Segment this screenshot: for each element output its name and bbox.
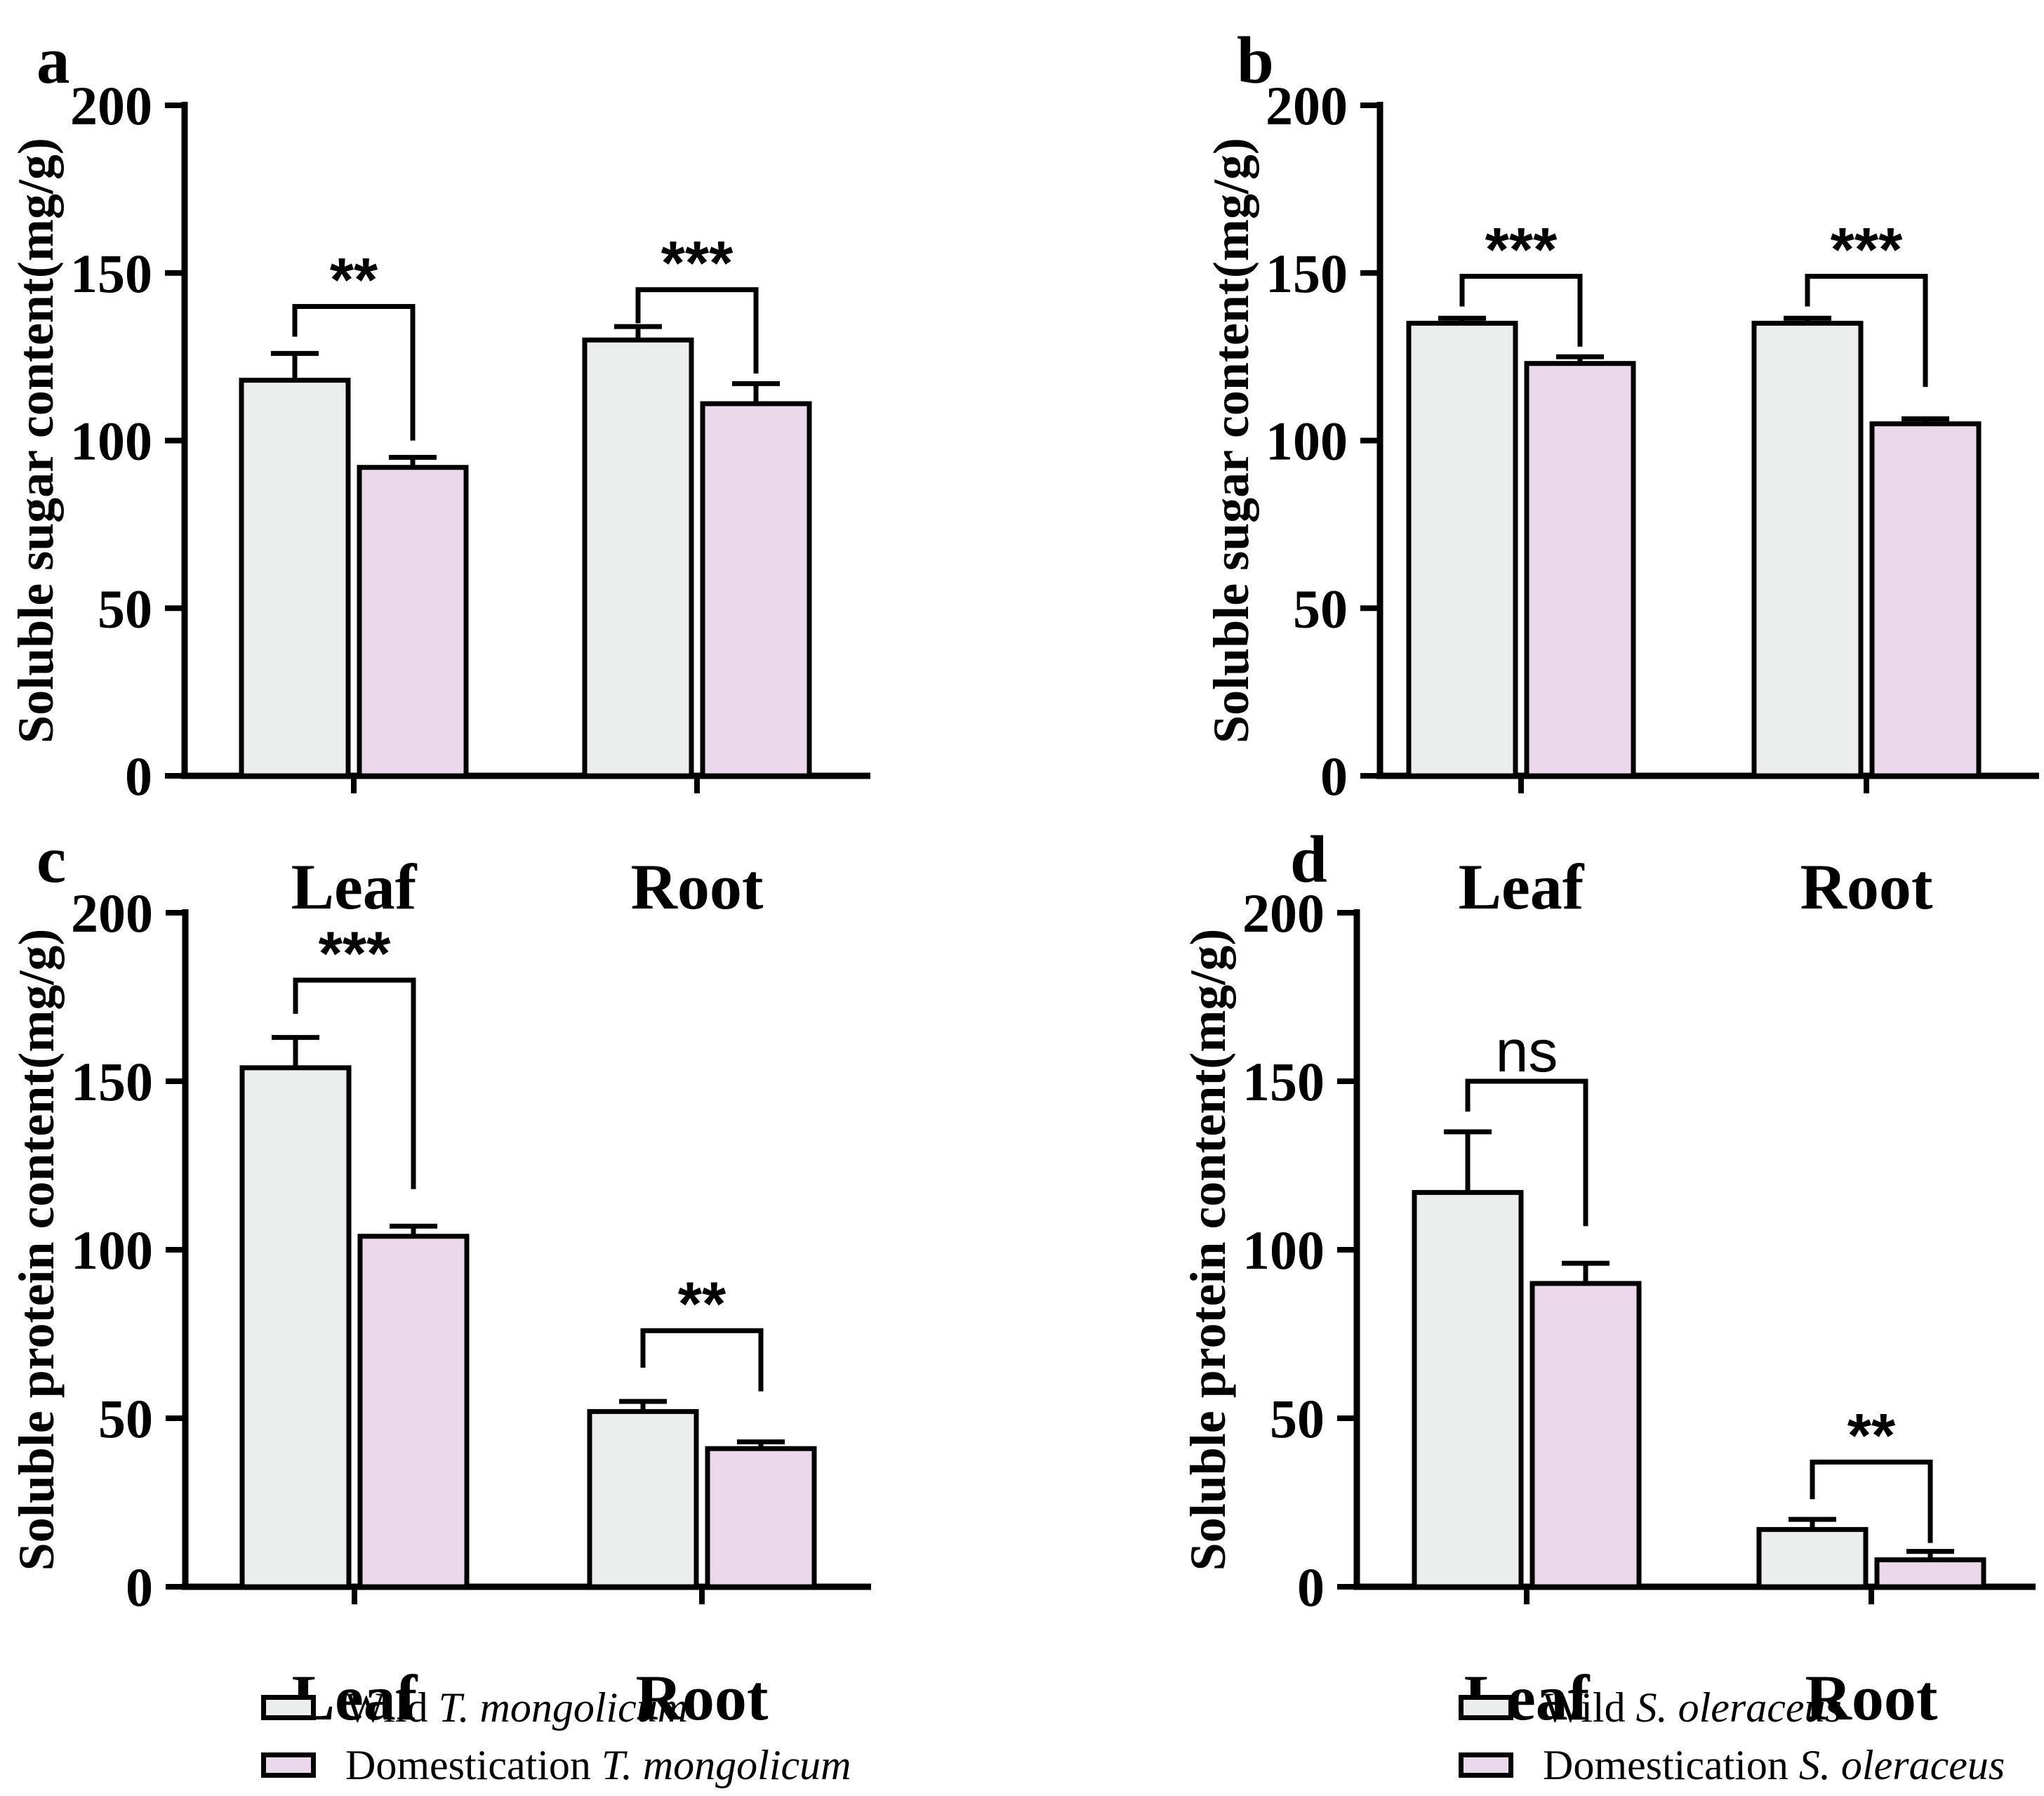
bar-domestication-leaf bbox=[1529, 1281, 1642, 1590]
y-tick-label: 100 bbox=[1266, 411, 1348, 472]
legend-swatch-domestication bbox=[1459, 1752, 1513, 1778]
panel-letter-c: c bbox=[36, 822, 66, 897]
legend-label-species: T. mongolicum bbox=[601, 1741, 851, 1788]
y-tick-label: 100 bbox=[1242, 1220, 1325, 1281]
bar-domestication-root bbox=[700, 401, 812, 779]
legend-item-wild: Wild T. mongolicum bbox=[261, 1684, 851, 1731]
sig-bracket bbox=[635, 287, 759, 374]
bar-domestication-leaf bbox=[357, 465, 469, 779]
sig-label: *** bbox=[319, 918, 391, 988]
sig-label: *** bbox=[1485, 215, 1558, 284]
y-axis-title: Soluble protein content(mg/g) bbox=[8, 929, 65, 1571]
sig-bracket bbox=[1805, 274, 1928, 388]
legend-label: Wild T. mongolicum bbox=[345, 1684, 688, 1732]
category-label: Leaf bbox=[291, 851, 418, 923]
legend-label-species: T. mongolicum bbox=[438, 1684, 689, 1731]
y-tick-label: 200 bbox=[1242, 883, 1325, 944]
legend-swatch-wild bbox=[261, 1695, 316, 1720]
y-tick-label: 100 bbox=[70, 411, 152, 472]
y-axis-title: Soluble sugar content(mg/g) bbox=[1203, 138, 1259, 744]
y-tick-label: 50 bbox=[98, 578, 152, 639]
bar-wild-root bbox=[587, 1408, 699, 1590]
category-label: Root bbox=[630, 851, 763, 923]
sig-label: *** bbox=[661, 228, 734, 298]
y-tick-label: 150 bbox=[70, 243, 152, 304]
bar-domestication-root bbox=[705, 1446, 817, 1590]
category-label: Root bbox=[635, 1662, 768, 1734]
y-tick-label: 200 bbox=[71, 883, 153, 944]
sig-label: *** bbox=[1831, 215, 1903, 284]
y-tick-label: 50 bbox=[1270, 1388, 1325, 1449]
legend-label: Wild S. oleraceus bbox=[1543, 1684, 1842, 1732]
sig-bracket bbox=[640, 1328, 764, 1392]
panel-letter-d: d bbox=[1290, 822, 1327, 897]
sig-bracket bbox=[292, 304, 416, 441]
panel-letter-a: a bbox=[36, 23, 70, 98]
y-tick-label: 150 bbox=[1242, 1051, 1325, 1112]
bar-domestication-root bbox=[1874, 1557, 1986, 1590]
legend-item-domestication: Domestication T. mongolicum bbox=[261, 1741, 851, 1789]
category-label: Leaf bbox=[1459, 851, 1585, 923]
sig-label: ns bbox=[1496, 1018, 1558, 1084]
bar-wild-leaf bbox=[239, 378, 351, 779]
y-axis-title: Soluble sugar content(mg/g) bbox=[8, 138, 64, 744]
legend-panel-c: Wild T. mongolicum Domestication T. mong… bbox=[261, 1684, 851, 1789]
legend-label-prefix: Domestication bbox=[1543, 1741, 1799, 1788]
y-axis-title: Soluble protein content(mg/g) bbox=[1180, 929, 1236, 1571]
y-tick-label: 150 bbox=[1266, 243, 1348, 304]
bar-wild-leaf bbox=[1412, 1189, 1524, 1590]
bar-domestication-leaf bbox=[357, 1234, 470, 1590]
sig-label: ** bbox=[678, 1269, 726, 1338]
legend-label-species: S. oleraceus bbox=[1798, 1741, 2005, 1788]
bar-wild-root bbox=[1756, 1526, 1869, 1590]
legend-label-species: S. oleraceus bbox=[1635, 1684, 1842, 1731]
sig-label: ** bbox=[330, 245, 378, 315]
bar-wild-leaf bbox=[239, 1065, 352, 1590]
legend-label: Domestication T. mongolicum bbox=[345, 1741, 851, 1790]
y-tick-label: 200 bbox=[1266, 75, 1348, 136]
sig-bracket bbox=[293, 977, 416, 1189]
legend-label-prefix: Wild bbox=[345, 1684, 439, 1731]
bar-domestication-leaf bbox=[1524, 361, 1636, 779]
legend-label-prefix: Domestication bbox=[345, 1741, 602, 1788]
y-tick-label: 0 bbox=[126, 1557, 153, 1618]
sig-label: ** bbox=[1847, 1400, 1896, 1470]
legend-label-prefix: Wild bbox=[1543, 1684, 1636, 1731]
y-tick-label: 200 bbox=[70, 75, 152, 136]
sig-bracket bbox=[1465, 1078, 1588, 1227]
legend-label: Domestication S. oleraceus bbox=[1543, 1741, 2005, 1790]
category-label: Root bbox=[1800, 851, 1932, 923]
legend-item-wild: Wild S. oleraceus bbox=[1459, 1684, 2005, 1731]
legend-swatch-domestication bbox=[261, 1752, 316, 1778]
category-label: Root bbox=[1805, 1662, 1937, 1734]
bar-wild-root bbox=[1751, 320, 1864, 779]
y-tick-label: 0 bbox=[1320, 746, 1348, 807]
sig-bracket bbox=[1810, 1459, 1933, 1543]
legend-item-domestication: Domestication S. oleraceus bbox=[1459, 1741, 2005, 1789]
legend-panel-d: Wild S. oleraceus Domestication S. olera… bbox=[1459, 1684, 2005, 1789]
y-tick-label: 50 bbox=[98, 1388, 153, 1449]
bar-wild-root bbox=[582, 337, 694, 779]
y-tick-label: 0 bbox=[1297, 1557, 1325, 1618]
bar-wild-leaf bbox=[1406, 320, 1518, 779]
y-tick-label: 150 bbox=[71, 1051, 153, 1112]
y-tick-label: 50 bbox=[1293, 578, 1348, 639]
legend-swatch-wild bbox=[1459, 1695, 1513, 1720]
panel-letter-b: b bbox=[1237, 23, 1274, 98]
sig-bracket bbox=[1459, 274, 1583, 347]
bar-domestication-root bbox=[1869, 421, 1982, 779]
y-tick-label: 100 bbox=[71, 1220, 153, 1281]
y-tick-label: 0 bbox=[125, 746, 152, 807]
